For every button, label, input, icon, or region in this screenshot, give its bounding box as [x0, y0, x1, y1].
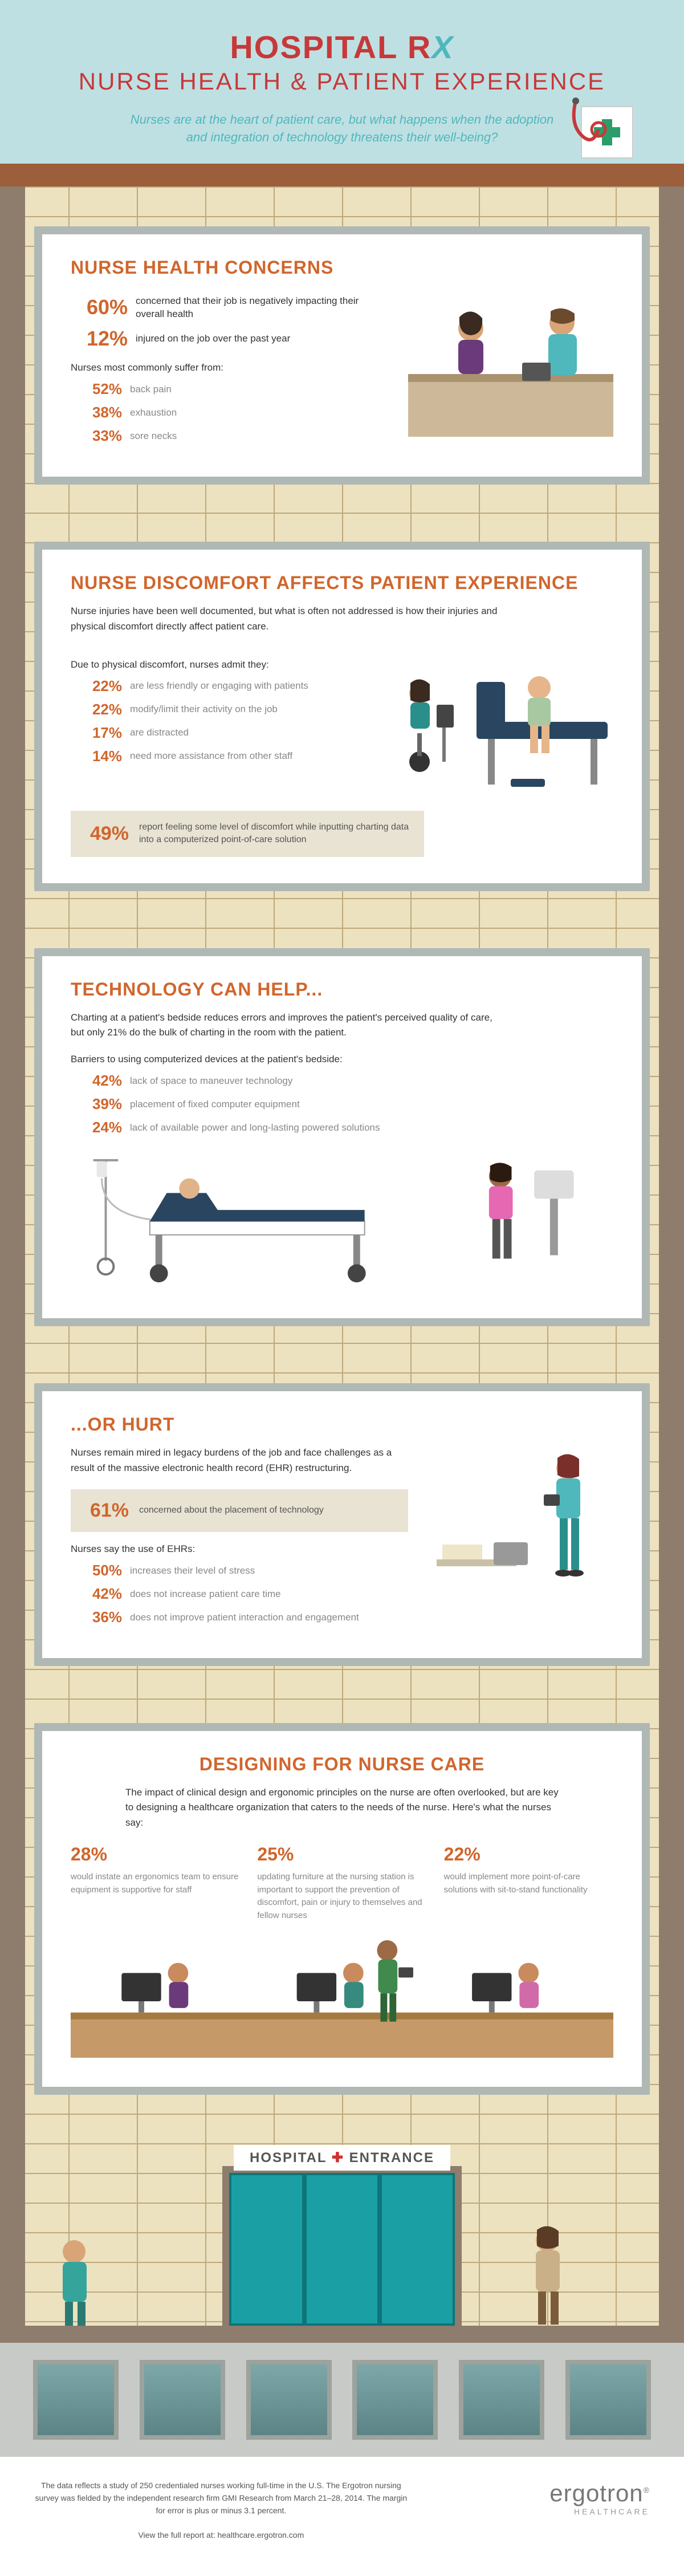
- col: 28% would instate an ergonomics team to …: [71, 1844, 240, 1922]
- section5-heading: DESIGNING FOR NURSE CARE: [71, 1754, 613, 1775]
- basement-window: [459, 2360, 544, 2440]
- section-nurse-discomfort: NURSE DISCOMFORT AFFECTS PATIENT EXPERIE…: [34, 542, 650, 891]
- brand-name: ergotron®: [549, 2480, 650, 2506]
- section5-columns: 28% would instate an ergonomics team to …: [71, 1844, 613, 1922]
- section-nurse-health-concerns: NURSE HEALTH CONCERNS 60% concerned that…: [34, 226, 650, 485]
- section1-heading: NURSE HEALTH CONCERNS: [71, 257, 613, 278]
- entrance-zone: HOSPITAL ✚ ENTRANCE: [34, 2129, 650, 2326]
- stat-row: 36%does not improve patient interaction …: [71, 1608, 408, 1626]
- basement-window: [246, 2360, 332, 2440]
- main-title: HOSPITAL RX: [34, 29, 650, 66]
- callout-desc: concerned about the placement of technol…: [139, 1504, 324, 1517]
- red-cross-icon: ✚: [332, 2150, 344, 2165]
- col: 22% would implement more point-of-care s…: [444, 1844, 613, 1922]
- illus-hospital-bed: [71, 1153, 613, 1289]
- section4-heading: ...OR HURT: [71, 1414, 613, 1435]
- stat-row: 52%back pain: [71, 380, 385, 398]
- section4-lead: Nurses remain mired in legacy burdens of…: [71, 1445, 408, 1476]
- section-or-hurt: ...OR HURT Nurses remain mired in legacy…: [34, 1383, 650, 1666]
- callout-desc: report feeling some level of discomfort …: [139, 821, 412, 847]
- footer: The data reflects a study of 250 credent…: [0, 2457, 684, 2575]
- stat-row: 50%increases their level of stress: [71, 1562, 408, 1579]
- section3-subhead: Barriers to using computerized devices a…: [71, 1054, 613, 1065]
- stethoscope-icon: [564, 90, 644, 169]
- stat-row: 38%exhaustion: [71, 404, 385, 421]
- stat-desc: injured on the job over the past year: [136, 332, 290, 346]
- callout-pct: 61%: [83, 1500, 129, 1522]
- stat-pct: 12%: [71, 327, 128, 351]
- footer-disclaimer: The data reflects a study of 250 credent…: [34, 2480, 408, 2541]
- stat-desc: concerned that their job is negatively i…: [136, 294, 385, 322]
- stat-row: 39%placement of fixed computer equipment: [71, 1095, 413, 1113]
- section2-heading: NURSE DISCOMFORT AFFECTS PATIENT EXPERIE…: [71, 572, 613, 594]
- basement-window: [33, 2360, 119, 2440]
- entrance-sign: HOSPITAL ✚ ENTRANCE: [234, 2145, 450, 2171]
- section2-lead: Nurse injuries have been well documented…: [71, 604, 504, 634]
- basement-window: [565, 2360, 651, 2440]
- stat-row: 60% concerned that their job is negative…: [71, 294, 385, 322]
- illus-nurse-tablet: [431, 1445, 613, 1616]
- section2-subhead: Due to physical discomfort, nurses admit…: [71, 659, 345, 671]
- section3-lead: Charting at a patient's bedside reduces …: [71, 1010, 504, 1041]
- footer-report-line: View the full report at: healthcare.ergo…: [138, 2530, 304, 2540]
- section3-heading: TECHNOLOGY CAN HELP...: [71, 979, 613, 1000]
- stat-row: 42%does not increase patient care time: [71, 1585, 408, 1603]
- section1-subhead: Nurses most commonly suffer from:: [71, 362, 385, 373]
- stat-row: 22%are less friendly or engaging with pa…: [71, 677, 345, 695]
- pillar-right: [659, 186, 684, 2326]
- header-sky: HOSPITAL RX NURSE HEALTH & PATIENT EXPER…: [0, 0, 684, 164]
- stat-row: 12% injured on the job over the past yea…: [71, 327, 385, 351]
- col: 25% updating furniture at the nursing st…: [257, 1844, 426, 1922]
- illus-reception-desk: [408, 289, 613, 437]
- subtitle: NURSE HEALTH & PATIENT EXPERIENCE: [34, 68, 650, 95]
- stat-row: 14%need more assistance from other staff: [71, 747, 345, 765]
- building-facade: NURSE HEALTH CONCERNS 60% concerned that…: [0, 186, 684, 2326]
- stat-row: 17%are distracted: [71, 724, 345, 742]
- section-technology-help: TECHNOLOGY CAN HELP... Charting at a pat…: [34, 948, 650, 1327]
- basement-window: [140, 2360, 225, 2440]
- section5-lead: The impact of clinical design and ergono…: [125, 1785, 559, 1830]
- stat-row: 22%modify/limit their activity on the jo…: [71, 701, 345, 718]
- section-designing-nurse-care: DESIGNING FOR NURSE CARE The impact of c…: [34, 1723, 650, 2095]
- illus-exam-table: [363, 648, 613, 796]
- stat-row: 33%sore necks: [71, 427, 385, 445]
- footer-logo: ergotron® HEALTHCARE: [442, 2480, 650, 2516]
- stat-pct: 60%: [71, 295, 128, 319]
- section4-subhead: Nurses say the use of EHRs:: [71, 1543, 408, 1555]
- stat-row: 24%lack of available power and long-last…: [71, 1119, 413, 1136]
- brand-sub: HEALTHCARE: [442, 2507, 650, 2516]
- intro-text: Nurses are at the heart of patient care,…: [125, 111, 559, 147]
- callout-pct: 49%: [83, 823, 129, 845]
- pillar-left: [0, 186, 25, 2326]
- title-x: X: [431, 29, 454, 65]
- basement-window: [352, 2360, 438, 2440]
- section4-callout: 61% concerned about the placement of tec…: [71, 1489, 408, 1532]
- title-part1: HOSPITAL R: [230, 29, 431, 65]
- stat-row: 42%lack of space to maneuver technology: [71, 1072, 413, 1090]
- illus-entrance-people: [34, 2166, 650, 2326]
- basement-windows: [0, 2326, 684, 2457]
- section2-callout: 49% report feeling some level of discomf…: [71, 811, 424, 857]
- illus-nursing-station: [71, 1933, 613, 2058]
